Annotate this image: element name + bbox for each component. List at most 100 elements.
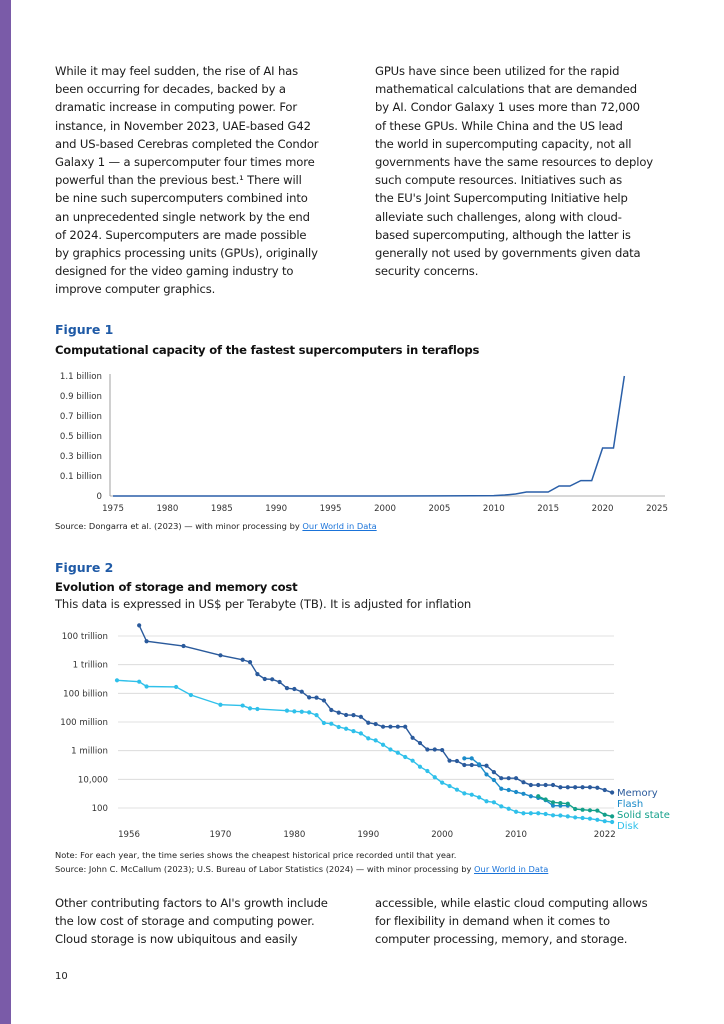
data-point-memory [602,787,607,793]
data-point-memory [454,758,460,764]
x-tick-label: 1995 [320,504,342,514]
data-point-disk [388,747,393,752]
data-point-disk [292,709,297,714]
series-label-flash: Flash [617,799,643,810]
data-point-memory [336,710,341,715]
x-tick-label: 2025 [646,504,668,514]
text-line: powerful than the previous best.¹ There … [55,173,302,188]
text-line: Other contributing factors to AI's growt… [55,896,328,910]
x-tick-label: 1970 [210,830,232,840]
data-point-solid-state [573,806,578,812]
data-point-memory [610,790,615,795]
data-point-disk [425,768,430,774]
closing-column-left: Other contributing factors to AI's growt… [55,894,328,949]
text-line: an unprecedented single network by the e… [55,209,310,224]
data-point-memory [403,724,408,729]
data-point-disk [499,804,504,809]
text-line: computer processing, memory, and storage… [375,932,628,947]
y-tick-label: 100 [92,804,108,814]
body-column-left: While it may feel sudden, the rise of AI… [55,62,319,298]
data-point-solid-state [580,807,585,812]
data-point-memory [440,747,445,753]
data-point-disk [299,709,304,714]
text-line: designed for the video gaming industry t… [55,264,294,279]
x-tick-label: 2022 [594,830,616,840]
data-point-disk [580,815,585,821]
data-point-disk [188,692,193,698]
data-point-disk [484,799,489,804]
series-line-solid-state [537,795,613,818]
data-point-memory [528,782,533,788]
data-point-disk [373,738,378,743]
y-tick-label: 1.1 billion [60,372,102,382]
data-point-memory [388,724,393,729]
data-point-memory [447,758,452,763]
data-point-disk [395,750,400,755]
figure2-source: Source: John C. McCallum (2023); U.S. Bu… [55,864,548,874]
text-line: generally not used by governments given … [375,245,641,260]
data-point-memory [410,735,415,740]
data-point-memory [499,776,504,781]
data-point-memory [395,724,400,729]
data-point-disk [336,724,341,730]
x-tick-label: 2020 [592,504,614,514]
data-point-disk [543,811,548,817]
data-point-memory [595,785,600,790]
text-line: and US-based Cerebras completed the Cond… [55,136,319,151]
figure1-source-text: Source: Dongarra et al. (2023) — with mi… [55,521,303,531]
data-point-memory [218,653,223,658]
data-point-disk [447,783,452,789]
data-point-disk [587,816,593,821]
data-point-disk [432,775,437,780]
y-tick-label: 100 billion [63,689,108,699]
data-point-disk [403,754,408,760]
our-world-in-data-link[interactable]: Our World in Data [474,864,549,874]
data-point-solid-state [587,808,593,813]
data-point-disk [610,819,615,825]
data-point-disk [462,791,467,796]
x-tick-label: 2010 [483,504,505,514]
data-point-solid-state [595,808,600,813]
x-tick-label: 2005 [428,504,450,514]
data-point-disk [284,708,290,713]
text-line: accessible, while elastic cloud computin… [375,896,648,910]
data-point-flash [499,786,504,791]
text-line: such compute resources. Initiatives such… [375,173,623,188]
y-tick-label: 100 trillion [62,632,108,642]
text-line: the low cost of storage and computing po… [55,914,315,929]
x-tick-label: 2015 [537,504,559,514]
data-point-memory [181,643,186,649]
data-point-memory [536,782,541,788]
data-point-memory [469,762,474,768]
series-line-disk [116,679,613,823]
data-point-disk [491,800,496,805]
data-point-memory [550,782,556,788]
x-tick-label: 1980 [156,504,178,514]
data-point-solid-state [602,812,607,817]
y-tick-label: 0.1 billion [60,472,102,482]
data-point-memory [417,740,423,746]
data-point-memory [240,657,245,662]
data-point-memory [425,747,430,752]
text-line: based supercomputing, although the latte… [375,227,631,242]
our-world-in-data-link[interactable]: Our World in Data [302,521,377,531]
y-tick-label: 0.9 billion [60,392,102,402]
accent-sidebar-bar [0,0,11,1024]
data-point-disk [351,729,356,734]
x-tick-label: 1975 [102,504,124,514]
text-line: by AI. Condor Galaxy 1 uses more than 72… [375,100,640,115]
data-point-memory [307,695,312,700]
data-point-disk [536,811,541,816]
data-point-memory [491,769,496,775]
text-line: improve computer graphics. [55,282,216,297]
text-line: Galaxy 1 — a supercomputer four times mo… [55,154,315,169]
data-point-flash [521,791,526,796]
data-point-disk [558,813,563,818]
series-label-solid-state: Solid state [617,810,670,821]
data-point-disk [595,817,600,822]
data-point-disk [137,679,142,684]
text-line: by graphics processing units (GPUs), ori… [55,245,318,260]
text-line: dramatic increase in computing power. Fo… [55,100,297,115]
text-line: the EU's Joint Supercomputing Initiative… [375,191,628,206]
text-line: GPUs have since been utilized for the ra… [375,64,620,78]
